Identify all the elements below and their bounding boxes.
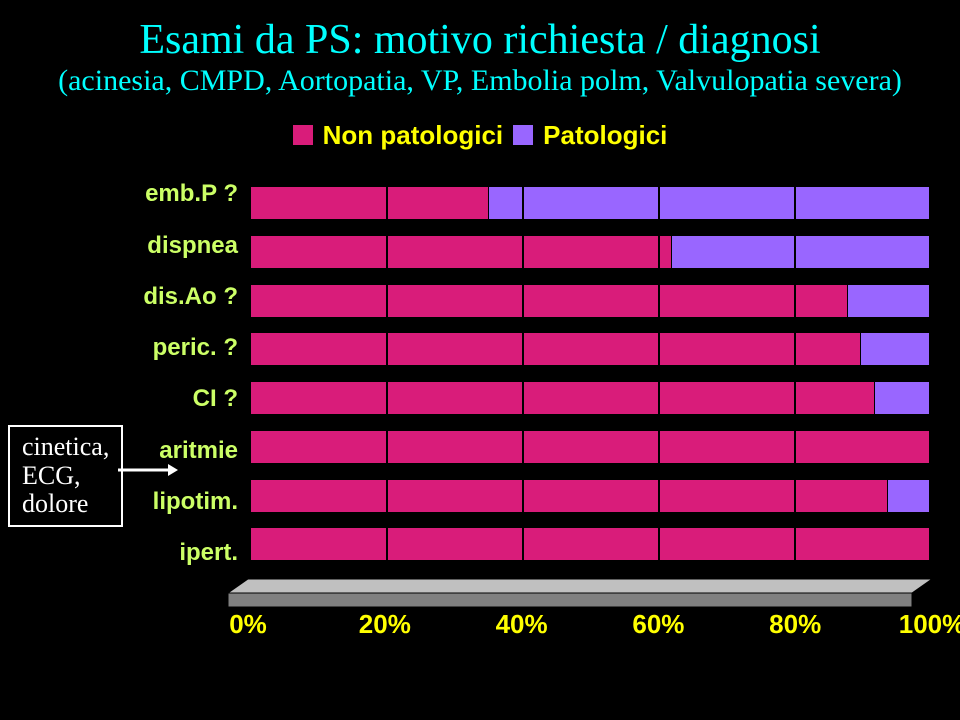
slide-subtitle: (acinesia, CMPD, Aortopatia, VP, Embolia… (28, 65, 932, 97)
bar-segment-nonpatologici (251, 431, 929, 463)
x-label: 40% (496, 609, 548, 640)
bar-segment-patologici (847, 285, 929, 317)
y-label: emb.P ? (28, 180, 238, 208)
bar-row (250, 186, 930, 220)
y-label: CI ? (28, 385, 238, 413)
bar-segment-patologici (874, 382, 929, 414)
sidebox-line: cinetica, (22, 433, 109, 462)
slide: Esami da PS: motivo richiesta / diagnosi… (0, 0, 960, 720)
chart-legend: Non patologici Patologici (273, 112, 688, 159)
y-label: peric. ? (28, 334, 238, 362)
annotation-arrow-icon (118, 460, 178, 480)
bar-segment-patologici (860, 333, 929, 365)
x-label: 80% (769, 609, 821, 640)
bar-segment-nonpatologici (251, 382, 874, 414)
legend-label-1: Non patologici (323, 120, 504, 151)
bar-segment-nonpatologici (251, 528, 929, 560)
gridline (522, 171, 524, 577)
legend-swatch-2 (513, 125, 533, 145)
legend-label-2: Patologici (543, 120, 667, 151)
gridline (658, 171, 660, 577)
chart-base-3d (248, 579, 932, 609)
x-label: 60% (632, 609, 684, 640)
bar-segment-nonpatologici (251, 236, 671, 268)
x-axis-labels: 0%20%40%60%80%100% (248, 609, 932, 643)
bar-row (250, 479, 930, 513)
bar-segment-nonpatologici (251, 285, 847, 317)
base-side-face (228, 593, 912, 607)
bar-row (250, 381, 930, 415)
slide-title: Esami da PS: motivo richiesta / diagnosi (28, 18, 932, 63)
chart: emb.P ?dispneadis.Ao ?peric. ?CI ?aritmi… (28, 169, 932, 649)
bars-container (250, 171, 930, 577)
bar-row (250, 284, 930, 318)
bar-row (250, 430, 930, 464)
sidebox-line: ECG, (22, 462, 109, 491)
base-top-face (228, 579, 932, 593)
plot-area (248, 169, 932, 579)
x-label: 20% (359, 609, 411, 640)
bar-segment-nonpatologici (251, 187, 488, 219)
bar-row (250, 527, 930, 561)
legend-swatch-1 (293, 125, 313, 145)
bar-row (250, 235, 930, 269)
y-label: ipert. (28, 539, 238, 567)
bar-row (250, 332, 930, 366)
x-label: 0% (229, 609, 267, 640)
bar-segment-nonpatologici (251, 333, 860, 365)
y-label: dis.Ao ? (28, 283, 238, 311)
gridline (386, 171, 388, 577)
y-label: dispnea (28, 232, 238, 260)
bar-segment-patologici (671, 236, 929, 268)
sidebox-line: dolore (22, 490, 109, 519)
bar-segment-patologici (887, 480, 929, 512)
bar-segment-patologici (488, 187, 929, 219)
side-annotation-box: cinetica,ECG,dolore (8, 425, 123, 527)
x-label: 100% (899, 609, 960, 640)
bar-segment-nonpatologici (251, 480, 887, 512)
gridline (794, 171, 796, 577)
